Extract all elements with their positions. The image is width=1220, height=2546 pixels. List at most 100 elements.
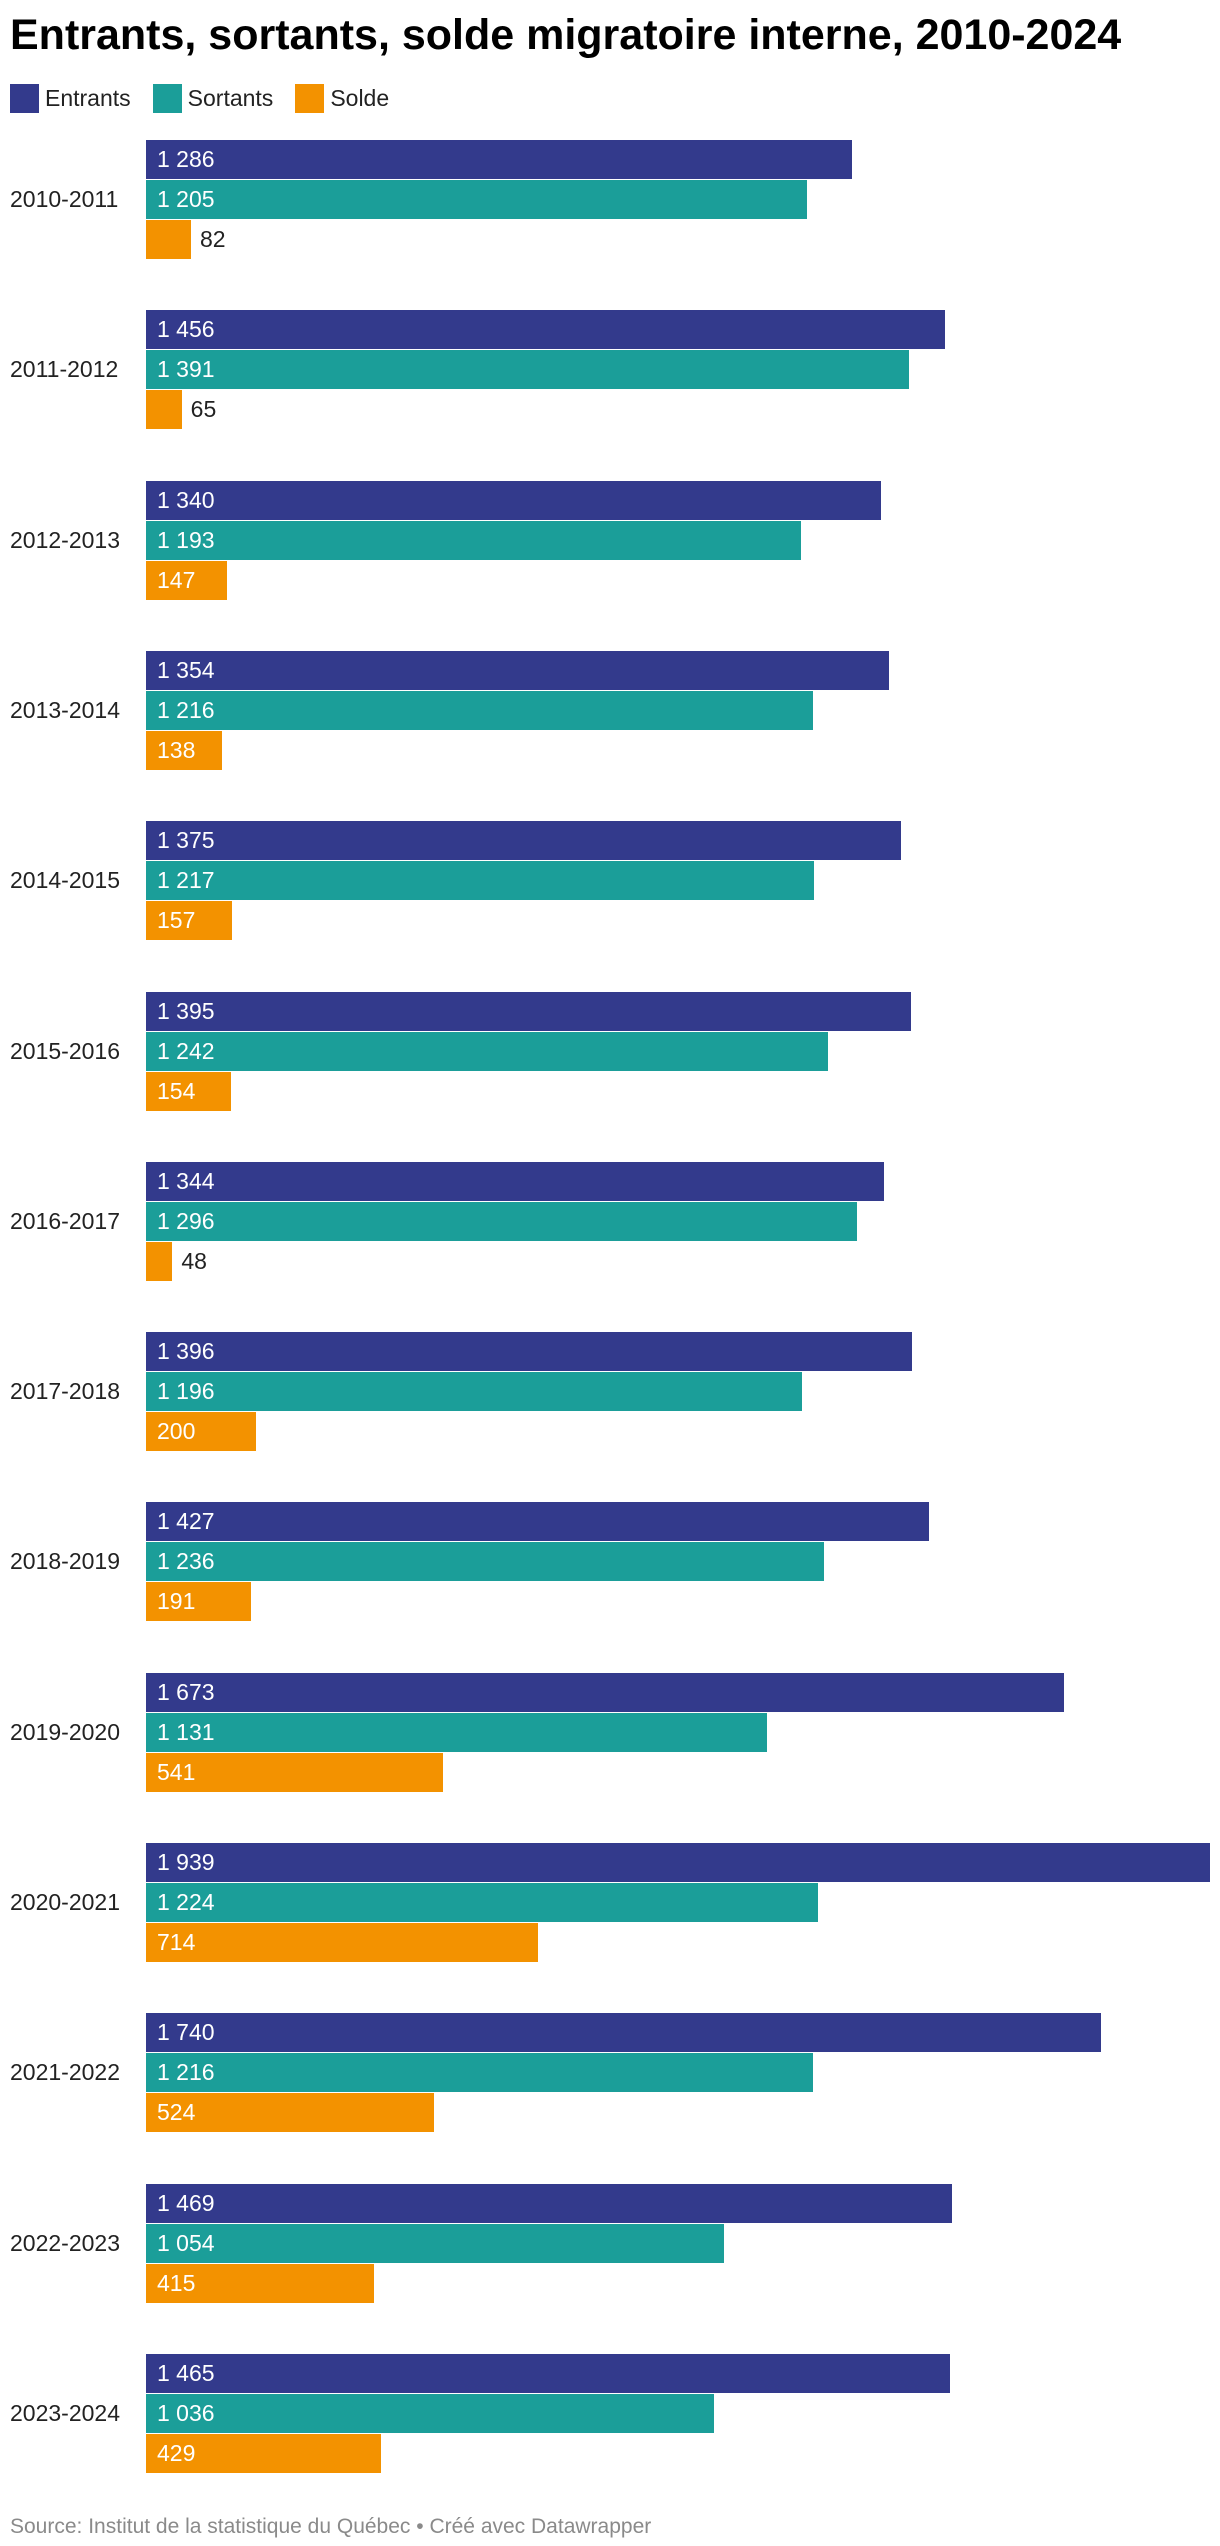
category-label-2010-2011: 2010-2011 <box>10 186 119 212</box>
value-label-entrants-2014-2015: 1 375 <box>157 827 215 854</box>
legend-item-solde: Solde <box>295 83 389 113</box>
value-label-sortants-2012-2013: 1 193 <box>157 526 215 553</box>
value-label-entrants-2016-2017: 1 344 <box>157 1167 215 1194</box>
category-label-2014-2015: 2014-2015 <box>10 867 120 894</box>
source-link[interactable]: Institut de la statistique du Québec <box>88 2515 411 2538</box>
category-label-2023-2024: 2023-2024 <box>10 2399 120 2426</box>
bar-sortants-2022-2023 <box>146 2223 725 2263</box>
bar-entrants-2020-2021 <box>146 1843 1210 1882</box>
bar-solde-2012-2013 <box>146 560 227 600</box>
legend-item-sortants: Sortants <box>152 83 274 113</box>
legend-label-solde: Solde <box>330 85 390 111</box>
value-label-entrants-2022-2023: 1 469 <box>157 2189 215 2216</box>
bar-sortants-2017-2018 <box>146 1372 803 1412</box>
category-label-2011-2012: 2011-2012 <box>10 356 119 383</box>
value-label-solde-2012-2013: 147 <box>157 566 196 593</box>
bar-sortants-2018-2019 <box>146 1542 825 1582</box>
legend-label-sortants: Sortants <box>187 85 274 111</box>
value-label-solde-2018-2019: 191 <box>157 1588 196 1615</box>
source-label: Source: <box>10 2515 83 2538</box>
datawrapper-credit-link[interactable]: Créé avec Datawrapper <box>429 2515 652 2538</box>
legend: Entrants Sortants Solde <box>10 83 411 113</box>
value-label-entrants-2013-2014: 1 354 <box>157 656 215 683</box>
bar-solde-2023-2024 <box>146 2433 382 2473</box>
bar-sortants-2011-2012 <box>146 350 910 390</box>
bar-solde-2022-2023 <box>146 2263 374 2303</box>
bar-solde-2017-2018 <box>146 1412 256 1452</box>
category-label-2016-2017: 2016-2017 <box>10 1207 120 1234</box>
value-label-solde-2014-2015: 157 <box>157 907 196 934</box>
bar-sortants-2020-2021 <box>146 1883 818 1922</box>
bar-entrants-2017-2018 <box>146 1332 913 1372</box>
bar-entrants-2018-2019 <box>146 1502 930 1542</box>
legend-item-entrants: Entrants <box>10 83 131 113</box>
value-label-solde-2020-2021: 714 <box>157 1929 196 1955</box>
bar-solde-2021-2022 <box>146 2093 434 2133</box>
bar-entrants-2023-2024 <box>146 2353 950 2393</box>
bar-sortants-2023-2024 <box>146 2393 715 2433</box>
value-label-sortants-2022-2023: 1 054 <box>157 2229 215 2256</box>
value-label-sortants-2013-2014: 1 216 <box>157 696 215 723</box>
category-label-2019-2020: 2019-2020 <box>10 1718 120 1745</box>
legend-swatch-sortants <box>152 83 182 113</box>
legend-label-entrants: Entrants <box>45 85 131 111</box>
bar-sortants-2016-2017 <box>146 1201 858 1241</box>
legend-swatch-solde <box>295 83 325 113</box>
category-label-2021-2022: 2021-2022 <box>10 2059 120 2086</box>
value-label-sortants-2017-2018: 1 196 <box>157 1378 215 1405</box>
bar-solde-2010-2011 <box>146 220 191 259</box>
category-label-2020-2021: 2020-2021 <box>10 1889 120 1915</box>
bar-entrants-2016-2017 <box>146 1161 884 1201</box>
value-label-sortants-2011-2012: 1 391 <box>157 356 215 383</box>
value-label-solde-2010-2011: 82 <box>199 226 226 252</box>
bar-entrants-2011-2012 <box>146 310 945 350</box>
value-label-entrants-2011-2012: 1 456 <box>157 316 215 343</box>
bar-sortants-2015-2016 <box>146 1031 828 1071</box>
bar-sortants-2013-2014 <box>146 690 814 730</box>
bar-solde-2018-2019 <box>146 1582 251 1622</box>
bar-entrants-2019-2020 <box>146 1672 1065 1712</box>
value-label-entrants-2020-2021: 1 939 <box>157 1849 215 1875</box>
category-label-2018-2019: 2018-2019 <box>10 1548 120 1575</box>
bar-sortants-2021-2022 <box>146 2053 814 2093</box>
value-label-entrants-2017-2018: 1 396 <box>157 1338 215 1365</box>
bar-solde-2019-2020 <box>146 1752 443 1792</box>
category-label-2013-2014: 2013-2014 <box>10 696 120 723</box>
bar-entrants-2013-2014 <box>146 650 889 690</box>
bar-entrants-2012-2013 <box>146 480 882 520</box>
value-label-sortants-2016-2017: 1 296 <box>157 1207 215 1234</box>
footer-separator: • <box>416 2515 424 2538</box>
bar-solde-2015-2016 <box>146 1071 231 1111</box>
value-label-entrants-2019-2020: 1 673 <box>157 1678 215 1705</box>
bar-entrants-2010-2011 <box>146 140 852 179</box>
value-label-entrants-2010-2011: 1 286 <box>157 146 215 172</box>
bar-solde-2013-2014 <box>146 730 222 770</box>
bar-sortants-2010-2011 <box>146 180 808 219</box>
value-label-sortants-2014-2015: 1 217 <box>157 867 215 894</box>
bar-solde-2016-2017 <box>146 1241 173 1281</box>
value-label-sortants-2018-2019: 1 236 <box>157 1548 215 1575</box>
value-label-sortants-2010-2011: 1 205 <box>157 186 215 212</box>
bar-entrants-2015-2016 <box>146 991 912 1031</box>
chart-footer: Source: Institut de la statistique du Qu… <box>10 2513 651 2541</box>
value-label-entrants-2021-2022: 1 740 <box>157 2019 215 2046</box>
value-label-solde-2013-2014: 138 <box>157 736 196 763</box>
value-label-sortants-2023-2024: 1 036 <box>157 2399 215 2426</box>
category-label-2022-2023: 2022-2023 <box>10 2229 120 2256</box>
bar-solde-2014-2015 <box>146 901 233 941</box>
value-label-entrants-2012-2013: 1 340 <box>157 486 215 513</box>
value-label-solde-2016-2017: 48 <box>181 1247 207 1274</box>
category-label-2015-2016: 2015-2016 <box>10 1037 120 1064</box>
value-label-sortants-2019-2020: 1 131 <box>157 1718 215 1745</box>
bar-entrants-2014-2015 <box>146 821 901 861</box>
bar-sortants-2019-2020 <box>146 1712 767 1752</box>
bar-solde-2020-2021 <box>146 1923 538 1962</box>
value-label-sortants-2021-2022: 1 216 <box>157 2059 215 2086</box>
bar-solde-2011-2012 <box>146 390 182 430</box>
value-label-solde-2023-2024: 429 <box>157 2439 196 2466</box>
bar-sortants-2012-2013 <box>146 520 801 560</box>
category-label-2017-2018: 2017-2018 <box>10 1378 120 1405</box>
value-label-solde-2021-2022: 524 <box>157 2099 196 2126</box>
